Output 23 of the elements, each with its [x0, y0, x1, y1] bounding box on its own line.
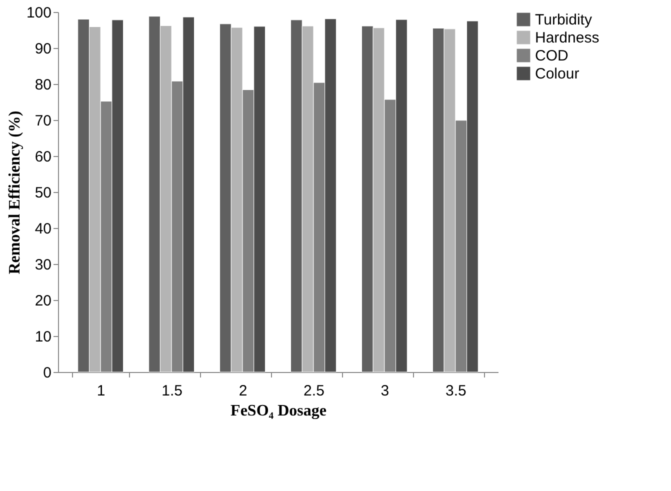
y-tick-label: 40: [34, 220, 52, 238]
legend-label: Turbidity: [535, 12, 592, 28]
legend-label: Colour: [535, 66, 580, 82]
x-tick-label: 2.5: [304, 382, 324, 400]
y-tick-label: 80: [34, 76, 52, 94]
y-tick-label: 0: [43, 364, 52, 382]
x-tick-label: 3.5: [445, 382, 466, 400]
x-tick-label: 3: [380, 382, 390, 400]
y-tick-label: 100: [26, 4, 52, 22]
x-axis-title: FeSO₄ Dosage: [230, 402, 326, 420]
y-tick-label: 50: [34, 184, 52, 202]
y-tick-label: 60: [34, 148, 52, 166]
x-tick-label: 1: [96, 382, 106, 400]
y-tick-label: 10: [34, 328, 52, 346]
y-tick-label: 90: [34, 40, 52, 58]
y-tick-label: 20: [34, 292, 52, 310]
y-tick-label: 30: [34, 256, 52, 274]
legend-label: Hardness: [535, 30, 600, 46]
x-tick-label: 1.5: [162, 382, 182, 400]
legend-label: COD: [535, 48, 568, 64]
y-tick-label: 70: [34, 112, 52, 130]
x-tick-label: 2: [238, 382, 248, 400]
y-axis-title: Removal Efficiency (%): [6, 110, 24, 274]
